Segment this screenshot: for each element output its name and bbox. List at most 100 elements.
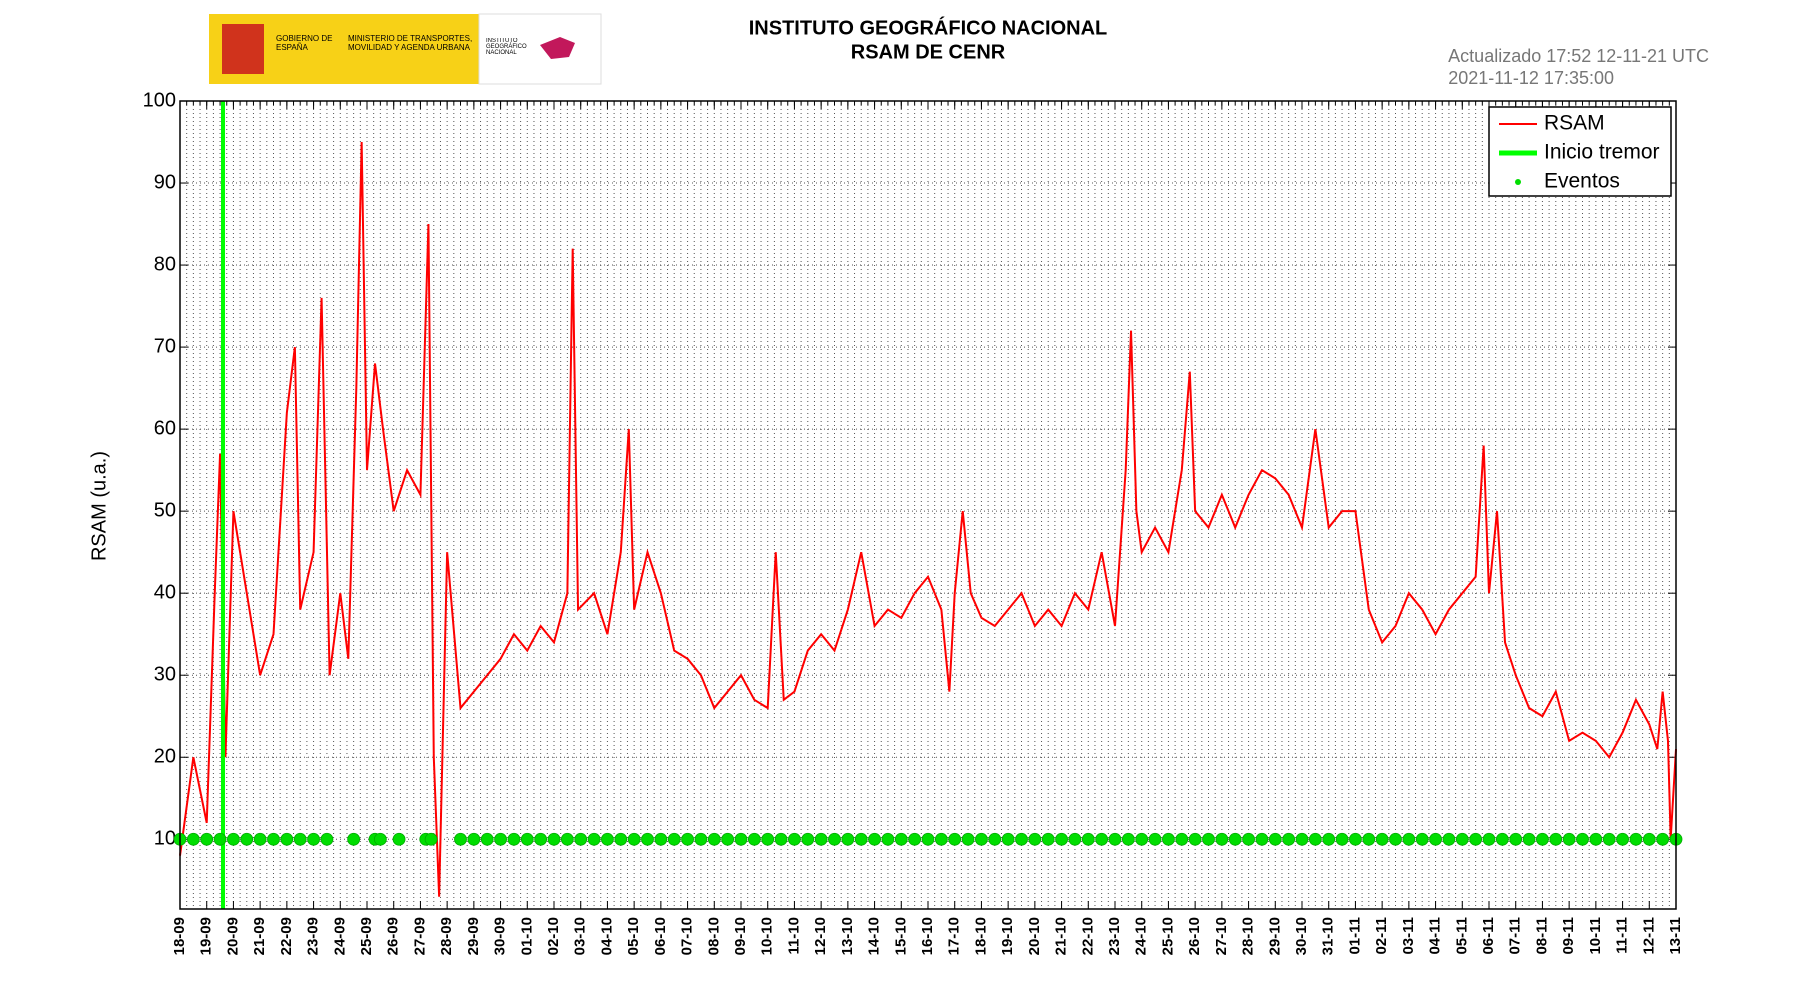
event-dot [213, 832, 227, 846]
event-dot [1202, 832, 1215, 846]
event-dot [293, 832, 307, 846]
event-dot [774, 832, 788, 846]
x-tick-label: 05-10 [625, 917, 642, 955]
event-dot [961, 832, 975, 846]
x-tick-label: 22-09 [278, 917, 295, 955]
event-dot [988, 832, 1002, 846]
event-dot [1175, 832, 1189, 846]
x-tick-label: 01-11 [1346, 917, 1363, 955]
event-dot [1001, 832, 1015, 846]
event-dot [1095, 832, 1109, 846]
x-tick-label: 08-10 [705, 917, 722, 955]
event-dot [1442, 832, 1456, 846]
event-dot [881, 832, 895, 846]
x-tick-label: 27-09 [411, 917, 428, 955]
x-tick-label: 18-09 [171, 917, 188, 955]
update-time: Actualizado 17:52 12-11-21 UTC [1448, 46, 1709, 66]
y-tick-label: 100 [143, 89, 176, 111]
logo-middle: MINISTERIO DE TRANSPORTES, MOVILIDAD Y A… [348, 34, 473, 52]
x-tick-label: 26-09 [385, 917, 402, 955]
event-dot [1041, 832, 1055, 846]
x-tick-label: 12-10 [812, 917, 829, 955]
event-dot [467, 832, 481, 846]
event-dot [627, 832, 641, 846]
x-tick-label: 28-09 [438, 917, 455, 955]
event-dot [1295, 832, 1309, 846]
event-dot [267, 832, 280, 846]
x-tick-label: 29-10 [1266, 917, 1283, 955]
event-dot [1375, 832, 1389, 846]
event-dot [534, 832, 548, 846]
event-dot [1108, 832, 1122, 846]
logo-right: INSTITUTO GEOGRÁFICO NACIONAL [486, 38, 527, 56]
event-dot [280, 832, 294, 846]
y-tick-label: 50 [154, 499, 176, 521]
event-dot [454, 832, 467, 846]
event-dot [587, 832, 601, 846]
event-dot [520, 832, 534, 846]
event-dot [507, 832, 521, 846]
x-tick-label: 07-11 [1507, 917, 1524, 955]
x-tick-label: 23-09 [305, 917, 322, 955]
x-tick-label: 09-11 [1560, 917, 1577, 955]
event-dot [1255, 832, 1269, 846]
event-dot [240, 832, 254, 846]
event-dot [614, 832, 628, 846]
event-dot [1642, 832, 1656, 846]
y-tick-label: 40 [154, 581, 176, 603]
x-tick-label: 01-10 [518, 917, 535, 955]
event-dot [747, 832, 761, 846]
x-tick-label: 24-09 [331, 917, 348, 955]
event-dot [694, 832, 708, 846]
event-dot [186, 832, 200, 846]
event-dot [921, 832, 935, 846]
event-dot [654, 832, 668, 846]
event-dot [734, 832, 748, 846]
x-tick-label: 27-10 [1213, 917, 1230, 955]
event-dot [828, 832, 841, 846]
event-dot [801, 832, 815, 846]
chart-subtitle: RSAM DE CENR [851, 41, 1006, 63]
legend-label: RSAM [1544, 112, 1605, 135]
event-dot [641, 832, 654, 846]
event-dot [1228, 832, 1242, 846]
y-tick-label: 60 [154, 417, 176, 439]
y-tick-label: 80 [154, 253, 176, 275]
event-dot [1469, 832, 1483, 846]
x-tick-label: 05-11 [1453, 917, 1470, 955]
x-tick-label: 10-10 [759, 917, 776, 955]
y-tick-label: 70 [154, 335, 176, 357]
legend-swatch [1515, 179, 1521, 185]
logo-white [478, 13, 602, 85]
x-tick-label: 12-11 [1640, 917, 1657, 955]
event-dot [894, 832, 908, 846]
x-tick-label: 15-10 [892, 917, 909, 955]
x-tick-label: 04-10 [598, 917, 615, 955]
event-dot [814, 832, 828, 846]
event-dot [1562, 832, 1576, 846]
x-tick-label: 22-10 [1079, 917, 1096, 955]
event-dot [1429, 832, 1442, 846]
event-dot [681, 832, 694, 846]
event-dot [1495, 832, 1509, 846]
event-dot [841, 832, 855, 846]
x-tick-label: 31-10 [1320, 917, 1337, 955]
plot-frame [179, 100, 1677, 910]
event-dot [1015, 832, 1028, 846]
event-dot [601, 832, 614, 846]
x-tick-label: 09-10 [732, 917, 749, 955]
event-dot [1349, 832, 1362, 846]
event-dot [761, 832, 775, 846]
event-dot [227, 832, 240, 846]
event-dot [1589, 832, 1603, 846]
y-tick-label: 90 [154, 171, 176, 193]
event-dot [1188, 832, 1202, 846]
event-dot [1576, 832, 1589, 846]
y-tick-label: 10 [154, 828, 176, 850]
x-tick-label: 16-10 [919, 917, 936, 955]
event-dot [1162, 832, 1175, 846]
event-dot [908, 832, 922, 846]
event-dot [1055, 832, 1068, 846]
event-dot [788, 832, 801, 846]
event-dot [1482, 832, 1496, 846]
